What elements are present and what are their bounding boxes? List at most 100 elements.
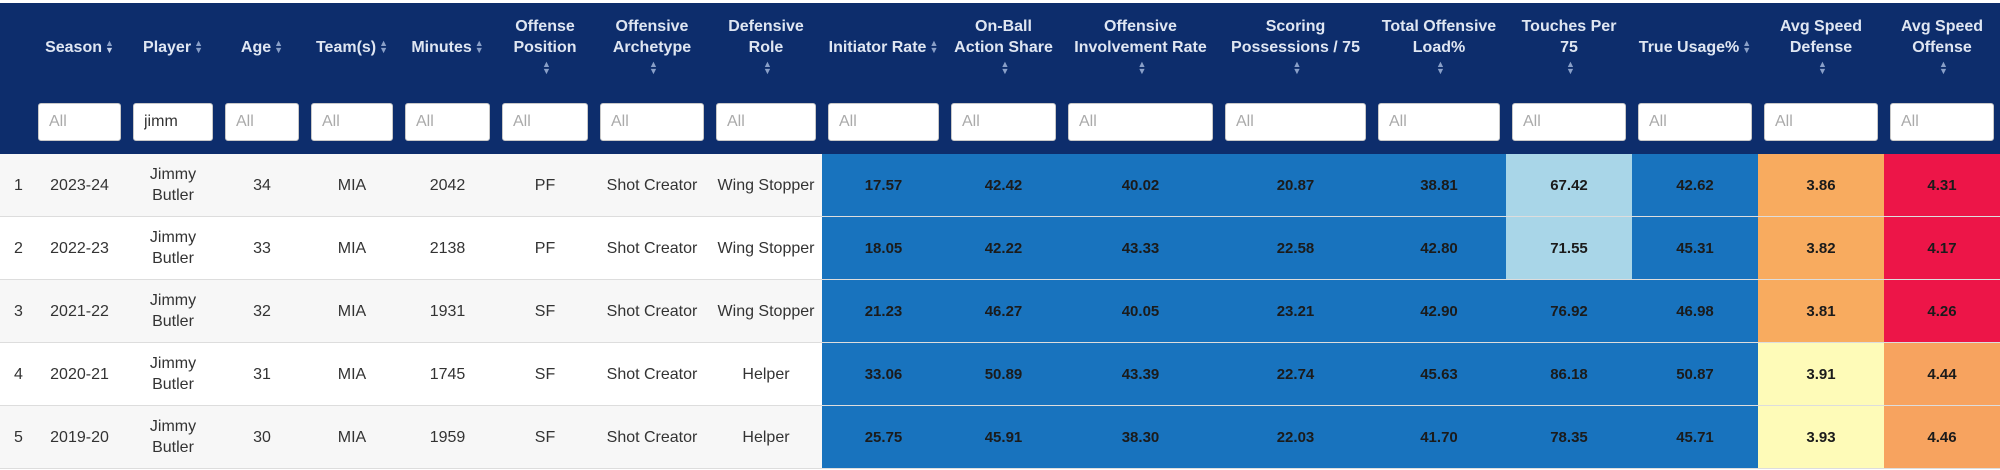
cell-season: 2020-21 (32, 342, 127, 406)
cell-initiator-rate: 33.06 (822, 342, 945, 406)
sort-arrows-icon[interactable]: ▲ ▼ (1742, 38, 1752, 56)
cell-total-offensive-load: 41.70 (1372, 405, 1506, 469)
cell-avg-speed-offense: 4.46 (1884, 405, 2000, 469)
header-initiator-rate[interactable]: Initiator Rate ▲ ▼ (822, 3, 945, 91)
header-defensive-role[interactable]: Defensive Role ▲ ▼ (710, 3, 822, 91)
cell-season: 2019-20 (32, 405, 127, 469)
sort-arrows-icon[interactable]: ▲ ▼ (274, 38, 284, 56)
cell-total-offensive-load: 42.80 (1372, 216, 1506, 280)
filter-minutes-input[interactable] (405, 103, 490, 141)
sort-arrows-icon[interactable]: ▲ ▼ (1292, 59, 1302, 77)
cell-on-ball-action-share: 42.22 (945, 216, 1062, 280)
filter-avg-speed-defense-input[interactable] (1764, 103, 1878, 141)
cell-initiator-rate: 21.23 (822, 279, 945, 343)
filter-player-input[interactable] (133, 103, 213, 141)
filter-teams-input[interactable] (311, 103, 393, 141)
row-index: 2 (0, 216, 32, 280)
filter-initiator-rate-input[interactable] (828, 103, 939, 141)
sort-arrows-icon[interactable]: ▲ ▼ (474, 38, 484, 56)
table-row[interactable]: 4 2020-21 Jimmy Butler 31 MIA 1745 SF Sh… (0, 342, 2000, 406)
cell-offensive-involvement-rate: 40.02 (1062, 153, 1219, 217)
header-teams[interactable]: Team(s) ▲ ▼ (305, 3, 399, 91)
header-avg-speed-defense[interactable]: Avg Speed Defense ▲ ▼ (1758, 3, 1884, 91)
cell-offense-position: SF (496, 279, 594, 343)
cell-scoring-possessions-75: 22.03 (1219, 405, 1372, 469)
table-row[interactable]: 2 2022-23 Jimmy Butler 33 MIA 2138 PF Sh… (0, 216, 2000, 280)
header-season[interactable]: Season ▲ ▼ (32, 3, 127, 91)
cell-offensive-involvement-rate: 43.39 (1062, 342, 1219, 406)
filter-defensive-role-input[interactable] (716, 103, 816, 141)
cell-player: Jimmy Butler (127, 153, 219, 217)
header-minutes[interactable]: Minutes ▲ ▼ (399, 3, 496, 91)
header-player[interactable]: Player ▲ ▼ (127, 3, 219, 91)
cell-scoring-possessions-75: 23.21 (1219, 279, 1372, 343)
filter-age-input[interactable] (225, 103, 299, 141)
filter-on-ball-action-share-input[interactable] (951, 103, 1056, 141)
cell-minutes: 2042 (399, 153, 496, 217)
cell-offensive-involvement-rate: 40.05 (1062, 279, 1219, 343)
sort-arrows-icon[interactable]: ▲ ▼ (194, 38, 203, 56)
cell-age: 34 (219, 153, 305, 217)
cell-age: 33 (219, 216, 305, 280)
header-offensive-archetype[interactable]: Offensive Archetype ▲ ▼ (594, 3, 710, 91)
filter-true-usage-input[interactable] (1638, 103, 1752, 141)
header-scoring-possessions-75[interactable]: Scoring Possessions / 75 ▲ ▼ (1219, 3, 1372, 91)
sort-arrows-icon[interactable]: ▲ ▼ (1436, 59, 1445, 77)
sort-arrows-icon[interactable]: ▲ ▼ (649, 59, 658, 77)
sort-arrows-icon[interactable]: ▲ ▼ (1566, 59, 1575, 77)
cell-avg-speed-offense: 4.44 (1884, 342, 2000, 406)
filter-row (0, 91, 2000, 154)
filter-offensive-archetype-input[interactable] (600, 103, 704, 141)
filter-season-input[interactable] (38, 103, 121, 141)
filter-offensive-involvement-rate-input[interactable] (1068, 103, 1213, 141)
cell-defensive-role: Wing Stopper (710, 279, 822, 343)
cell-season: 2021-22 (32, 279, 127, 343)
filter-total-offensive-load-input[interactable] (1378, 103, 1500, 141)
sort-arrows-icon[interactable]: ▲ ▼ (763, 59, 772, 77)
table-row[interactable]: 1 2023-24 Jimmy Butler 34 MIA 2042 PF Sh… (0, 153, 2000, 217)
table-row[interactable]: 3 2021-22 Jimmy Butler 32 MIA 1931 SF Sh… (0, 279, 2000, 343)
header-on-ball-action-share[interactable]: On-Ball Action Share ▲ ▼ (945, 3, 1062, 91)
cell-avg-speed-offense: 4.26 (1884, 279, 2000, 343)
sort-arrows-icon[interactable]: ▲ ▼ (1818, 59, 1827, 77)
cell-age: 30 (219, 405, 305, 469)
sort-arrows-icon[interactable]: ▲ ▼ (1137, 59, 1147, 77)
sort-arrows-icon[interactable]: ▲ ▼ (929, 38, 939, 56)
filter-touches-per-75-input[interactable] (1512, 103, 1626, 141)
header-touches-per-75[interactable]: Touches Per 75 ▲ ▼ (1506, 3, 1632, 91)
cell-player: Jimmy Butler (127, 216, 219, 280)
header-offense-position[interactable]: Offense Position ▲ ▼ (496, 3, 594, 91)
header-avg-speed-offense[interactable]: Avg Speed Offense ▲ ▼ (1884, 3, 2000, 91)
cell-player: Jimmy Butler (127, 342, 219, 406)
sort-arrows-icon[interactable]: ▲ ▼ (105, 38, 114, 56)
sort-arrows-icon[interactable]: ▲ ▼ (1939, 59, 1948, 77)
sort-arrows-icon[interactable]: ▲ ▼ (542, 59, 551, 77)
cell-touches-per-75: 67.42 (1506, 153, 1632, 217)
cell-avg-speed-defense: 3.86 (1758, 153, 1884, 217)
cell-minutes: 1931 (399, 279, 496, 343)
cell-offensive-archetype: Shot Creator (594, 216, 710, 280)
cell-avg-speed-defense: 3.93 (1758, 405, 1884, 469)
cell-teams: MIA (305, 342, 399, 406)
header-total-offensive-load[interactable]: Total Offensive Load% ▲ ▼ (1372, 3, 1506, 91)
filter-offense-position-input[interactable] (502, 103, 588, 141)
cell-initiator-rate: 18.05 (822, 216, 945, 280)
table-row[interactable]: 5 2019-20 Jimmy Butler 30 MIA 1959 SF Sh… (0, 405, 2000, 469)
header-offensive-involvement-rate[interactable]: Offensive Involvement Rate ▲ ▼ (1062, 3, 1219, 91)
cell-touches-per-75: 78.35 (1506, 405, 1632, 469)
sort-arrows-icon[interactable]: ▲ ▼ (1000, 59, 1010, 77)
cell-on-ball-action-share: 45.91 (945, 405, 1062, 469)
cell-true-usage: 42.62 (1632, 153, 1758, 217)
header-true-usage[interactable]: True Usage% ▲ ▼ (1632, 3, 1758, 91)
cell-minutes: 1745 (399, 342, 496, 406)
sort-arrows-icon[interactable]: ▲ ▼ (379, 38, 389, 56)
filter-scoring-possessions-75-input[interactable] (1225, 103, 1366, 141)
cell-teams: MIA (305, 216, 399, 280)
cell-defensive-role: Helper (710, 342, 822, 406)
header-age[interactable]: Age ▲ ▼ (219, 3, 305, 91)
cell-season: 2023-24 (32, 153, 127, 217)
player-stats-table: Season ▲ ▼ Player ▲ ▼ Age ▲ ▼ Team(s) ▲ ▼ Minute… (0, 3, 2000, 469)
filter-avg-speed-offense-input[interactable] (1890, 103, 1994, 141)
cell-avg-speed-defense: 3.81 (1758, 279, 1884, 343)
row-index: 4 (0, 342, 32, 406)
